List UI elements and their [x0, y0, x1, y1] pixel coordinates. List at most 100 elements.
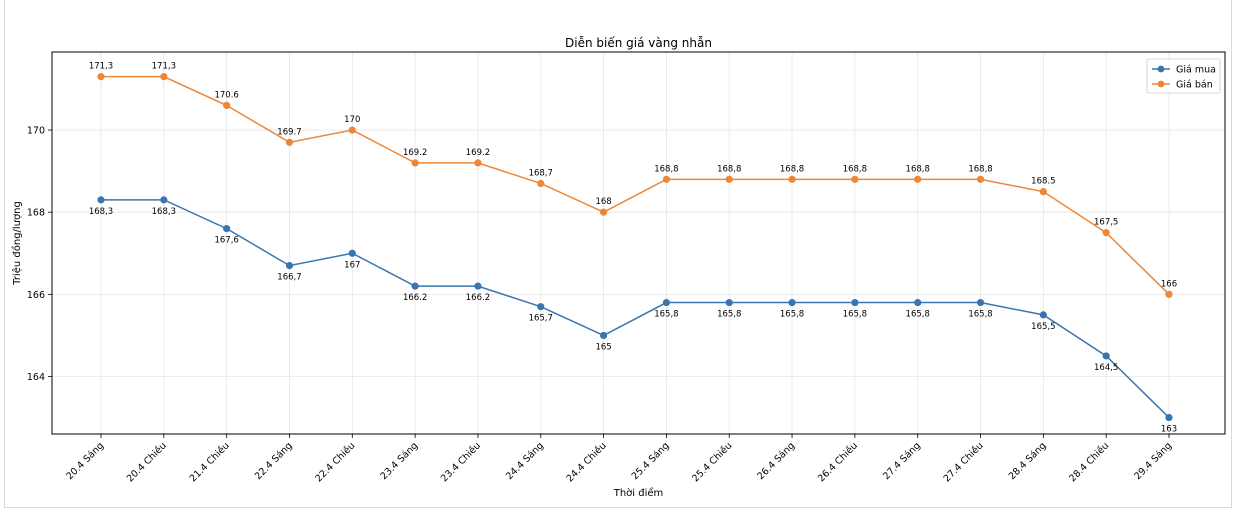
- figure-frame: 20.4 Sáng 20.4 Chiều 21.4 Chiều 22.4 Sáng 22…: [4, 0, 1232, 508]
- data-label: 165,8: [717, 310, 741, 320]
- data-label: 168,3: [152, 207, 176, 217]
- data-point: [1039, 188, 1047, 196]
- data-label: 168: [595, 197, 611, 207]
- data-label: 168,8: [717, 164, 741, 174]
- data-point: [474, 282, 482, 290]
- data-label: 165,8: [654, 310, 678, 320]
- data-point: [788, 175, 796, 183]
- data-point: [1039, 311, 1047, 319]
- data-point: [1102, 229, 1110, 237]
- data-point: [411, 282, 419, 290]
- x-tick-label: 26.4 Chiều: [816, 440, 860, 484]
- x-tick-label: 20.4 Chiều: [125, 440, 169, 484]
- data-label: 168,8: [906, 164, 930, 174]
- data-label: 168,8: [843, 164, 867, 174]
- data-label: 165,7: [529, 314, 553, 324]
- plot-area: [51, 51, 1226, 435]
- data-point: [285, 261, 294, 270]
- data-point: [223, 225, 231, 233]
- data-point: [662, 298, 671, 307]
- data-point: [411, 159, 419, 167]
- y-tick-label: 170: [27, 126, 45, 137]
- data-point: [223, 101, 231, 109]
- data-point: [160, 73, 168, 81]
- data-point: [914, 175, 922, 183]
- data-label: 169.7: [277, 127, 301, 137]
- data-label: 166.2: [466, 293, 490, 303]
- line-chart: 20.4 Sáng 20.4 Chiều 21.4 Chiều 22.4 Sáng 22…: [11, 36, 1226, 499]
- data-point: [851, 175, 859, 183]
- y-axis-label: Triệu đồng/lượng: [11, 201, 23, 286]
- data-point: [725, 175, 733, 183]
- x-tick-label: 23.4 Sáng: [378, 440, 420, 482]
- data-point: [348, 249, 356, 257]
- data-point: [662, 175, 671, 183]
- data-label: 163: [1161, 425, 1177, 435]
- data-label: 164,5: [1094, 363, 1118, 373]
- data-point: [97, 196, 105, 204]
- data-label: 165,8: [843, 310, 867, 320]
- data-point: [1102, 352, 1110, 360]
- data-point: [1165, 413, 1173, 422]
- data-label: 168,8: [968, 164, 992, 174]
- x-axis-label: Thời điểm: [613, 486, 664, 499]
- data-label: 165,8: [968, 310, 992, 320]
- data-label: 169.2: [466, 148, 490, 158]
- data-point: [97, 73, 105, 81]
- data-point: [851, 298, 859, 307]
- x-tick-label: 21.4 Chiều: [188, 440, 232, 484]
- x-tick-label: 20.4 Sáng: [64, 440, 106, 482]
- data-point: [537, 303, 545, 311]
- data-point: [474, 159, 482, 167]
- data-point: [348, 126, 356, 134]
- y-tick-label: 166: [27, 290, 45, 301]
- x-tick-label: 22.4 Chiều: [313, 440, 357, 484]
- series-line-gia-mua: [101, 199, 1170, 419]
- data-label: 168,3: [89, 207, 113, 217]
- data-label: 166.2: [403, 293, 427, 303]
- chart-legend: Giá mua Giá bán: [1146, 58, 1221, 94]
- series-line-gia-ban: [101, 75, 1170, 295]
- data-label: 168.5: [1031, 177, 1055, 187]
- data-label: 167: [344, 260, 360, 270]
- data-point: [725, 298, 733, 307]
- data-label: 166: [1161, 279, 1177, 289]
- data-label: 165,8: [780, 310, 804, 320]
- x-tick-label: 27.4 Chiều: [942, 440, 986, 484]
- data-label: 168,8: [654, 164, 678, 174]
- x-tick-label: 24.4 Sáng: [504, 440, 546, 482]
- legend-entry-label: Giá bán: [1176, 80, 1213, 91]
- x-tick-label: 26.4 Sáng: [755, 440, 797, 482]
- x-tick-label: 29.4 Sáng: [1132, 440, 1174, 482]
- data-label: 165: [595, 342, 611, 352]
- data-label: 168,8: [780, 164, 804, 174]
- x-tick-label: 23.4 Chiều: [439, 440, 483, 484]
- data-point: [160, 196, 168, 204]
- data-label: 171,3: [89, 62, 113, 72]
- y-tick-label: 164: [27, 372, 45, 383]
- data-point: [599, 331, 608, 340]
- data-label: 169.2: [403, 148, 427, 158]
- x-tick-label: 22.4 Sáng: [253, 440, 295, 482]
- data-point: [976, 298, 985, 307]
- data-point: [976, 175, 985, 183]
- x-tick-label: 27.4 Sáng: [881, 440, 923, 482]
- data-point: [914, 298, 922, 307]
- data-label: 167,6: [214, 236, 238, 246]
- data-point: [285, 138, 294, 146]
- x-tick-label: 25.4 Sáng: [630, 440, 672, 482]
- data-point: [1165, 290, 1173, 298]
- x-tick-label: 25.4 Chiều: [690, 440, 734, 484]
- data-label: 166,7: [277, 273, 301, 283]
- y-tick-label: 168: [27, 208, 45, 219]
- data-point: [788, 298, 796, 307]
- data-label: 171,3: [152, 62, 176, 72]
- data-point: [599, 208, 608, 216]
- data-label: 167,5: [1094, 218, 1118, 228]
- legend-entry-label: Giá mua: [1176, 65, 1216, 76]
- x-tick-label: 28.4 Sáng: [1007, 440, 1049, 482]
- data-label: 170: [344, 115, 360, 125]
- legend-swatch-marker: [1157, 65, 1165, 73]
- data-point: [537, 179, 545, 188]
- x-tick-label: 28.4 Chiều: [1067, 440, 1111, 484]
